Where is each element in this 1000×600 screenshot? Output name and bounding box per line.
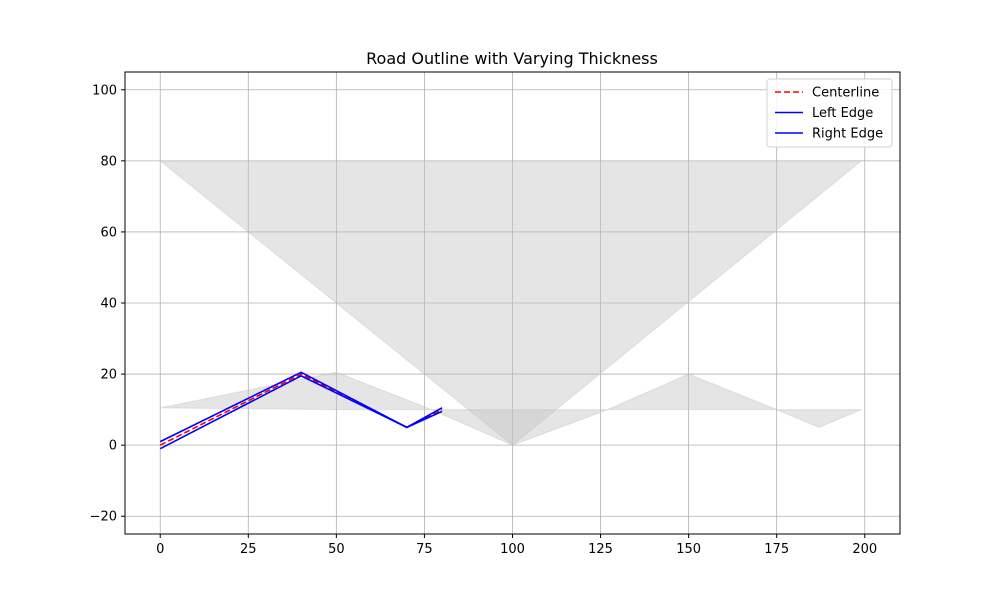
x-tick-label: 50 [328,542,345,557]
y-tick-label: 20 [100,368,117,383]
x-tick-label: 175 [764,542,789,557]
x-tick-label: 150 [676,542,701,557]
series-line-left-edge [159,371,443,443]
chart-title: Road Outline with Varying Thickness [366,49,658,68]
y-tick-label: −20 [90,510,117,525]
x-tick-label: 25 [240,542,257,557]
grid [125,72,900,534]
y-tick-label: 80 [100,154,117,169]
x-tick-label: 125 [588,542,613,557]
y-tick-label: 40 [100,297,117,312]
legend-label: Right Edge [812,127,883,142]
y-tick-label: 60 [100,225,117,240]
x-tick-label: 75 [416,542,433,557]
y-tick-label: 0 [109,439,117,454]
axes: 0 25 50 75 100 125 150 175 200 −20 0 20 40 60 80 100 [90,71,901,557]
x-tick-label: 100 [500,542,525,557]
x-tick-label: 200 [852,542,877,557]
legend: Centerline Left Edge Right Edge [766,78,893,148]
series-line-right-edge [159,375,443,450]
y-tick-label: 100 [92,83,117,98]
legend-label: Centerline [812,86,879,101]
legend-label: Left Edge [812,106,873,121]
legend-box [766,78,893,148]
series-lines [159,371,443,450]
shaded-polygon [158,160,863,446]
x-tick-label: 0 [156,542,164,557]
